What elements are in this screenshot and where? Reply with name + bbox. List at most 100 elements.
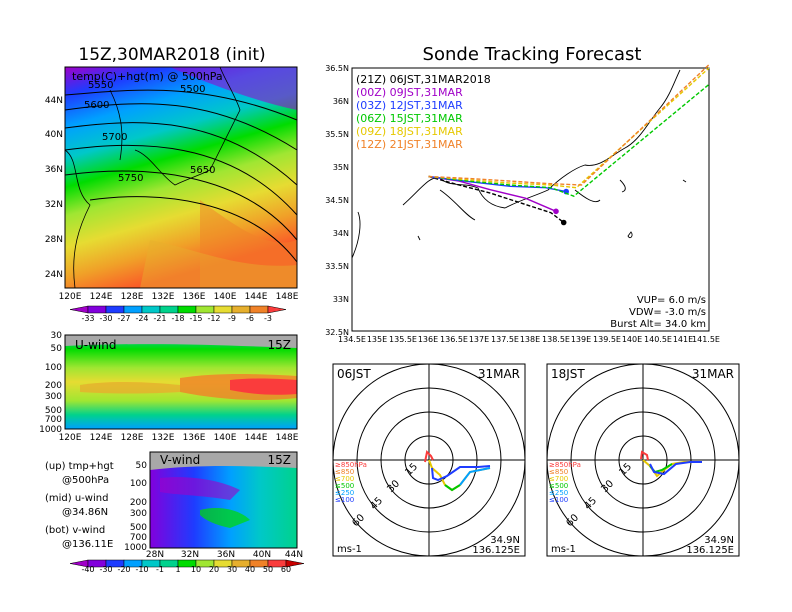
landing-point	[563, 188, 569, 195]
contour-label: 5600	[84, 100, 109, 111]
colorbar-label: 30	[227, 565, 237, 574]
lon-tick-label: 132E	[152, 433, 175, 443]
lat-tick-label: 32N	[45, 200, 63, 210]
hodo-date: 31MAR	[692, 367, 734, 381]
lat-tick-label: 40N	[45, 130, 63, 140]
level-legend: ≥850hPa ≤850 ≤700 ≤500 ≤250 ≤100	[335, 461, 367, 504]
vwind-p-ticks: 50 100 200 300 500 700 1000	[124, 461, 147, 553]
colorbar-swatch	[105, 305, 125, 314]
level-legend: ≥850hPa ≤850 ≤700 ≤500 ≤250 ≤100	[549, 461, 581, 504]
colorbar-swatch	[87, 305, 107, 314]
p-tick-label: 1000	[39, 425, 62, 435]
track-legend-item: (03Z) 12JST,31MAR	[356, 99, 463, 112]
hodo-time: 06JST	[337, 367, 371, 381]
colorbar-label: -20	[117, 565, 130, 574]
trajectory-line	[428, 67, 710, 189]
colorbar-label: -18	[171, 314, 184, 323]
lat-tick-label: 34N	[333, 229, 349, 238]
level-label: ≤850	[335, 468, 354, 476]
colorbar-swatch	[141, 305, 161, 314]
colorbar-label: 50	[263, 565, 273, 574]
p-tick-label: 700	[130, 533, 147, 543]
lon-tick-label: 124E	[90, 433, 113, 443]
colorbar-swatch	[285, 559, 305, 568]
lon-tick-label: 148E	[276, 433, 299, 443]
legend-up: (up) tmp+hgt	[45, 461, 114, 472]
level-label: ≤250	[335, 489, 354, 497]
vup-text: VUP= 6.0 m/s	[637, 295, 706, 306]
lat-tick-label: 40N	[253, 550, 271, 560]
legend-up2: @500hPa	[62, 475, 109, 486]
colorbar-label: -30	[99, 565, 112, 574]
hodo-date: 31MAR	[478, 367, 520, 381]
level-label: ≤100	[335, 496, 354, 504]
p-tick-label: 30	[51, 331, 63, 341]
p-tick-label: 200	[130, 498, 147, 508]
temp-colorbar-labels: -33 -30 -27 -24 -21 -18 -15 -12 -9 -6 -3	[81, 314, 272, 323]
uwind-panel: U-wind 15Z 30 50 100 200 300 500 700 100…	[39, 331, 299, 443]
vdw-text: VDW= -3.0 m/s	[629, 307, 706, 318]
lat-tick-label: 44N	[45, 96, 63, 106]
p-tick-label: 50	[136, 461, 148, 471]
lat-tick-label: 44N	[285, 550, 303, 560]
vwind-colorbar-labels: -40 -30 -20 -10 -1 1 10 20 30 40 50 60	[81, 565, 291, 574]
trajectory-line	[428, 64, 710, 186]
hodo-lon: 136.125E	[686, 545, 734, 556]
track-legend-item: (06Z) 15JST,31MAR	[356, 112, 463, 125]
burst-params: VUP= 6.0 m/s VDW= -3.0 m/s Burst Alt= 34…	[610, 295, 706, 330]
uwind-label: U-wind	[75, 338, 116, 352]
hodo-unit: ms-1	[337, 544, 362, 555]
lon-tick-label: 136.5E	[440, 335, 468, 344]
hodo-trace	[444, 484, 461, 492]
lat-tick-label: 36N	[333, 97, 349, 106]
vwind-panel: V-wind 15Z 50 100 200 300 500 700 1000 2…	[124, 451, 303, 560]
colorbar-label: 60	[281, 565, 291, 574]
track-legend-item: (09Z) 18JST,31MAR	[356, 125, 463, 138]
colorbar-label: -6	[246, 314, 254, 323]
hodo-time: 18JST	[551, 367, 585, 381]
lon-tick-label: 137E	[469, 335, 489, 344]
hodo-trace	[459, 467, 491, 486]
level-label: ≥850hPa	[335, 461, 367, 469]
hodo-trace	[431, 465, 491, 482]
colorbar-label: -1	[156, 565, 164, 574]
lon-tick-label: 140E	[622, 335, 642, 344]
p-tick-label: 1000	[124, 543, 147, 553]
lon-tick-label: 139E	[571, 335, 591, 344]
legend-mid: (mid) u-wind	[45, 493, 108, 504]
hodo-trace	[649, 461, 702, 476]
lat-tick-label: 34.5N	[325, 196, 349, 205]
contour-label: 5700	[102, 132, 127, 143]
lon-tick-label: 132E	[152, 292, 175, 302]
lat-tick-label: 36N	[217, 550, 235, 560]
level-label: ≤850	[549, 468, 568, 476]
lon-tick-label: 135E	[367, 335, 387, 344]
left-title: 15Z,30MAR2018 (init)	[78, 45, 265, 65]
contour-label: 5550	[88, 80, 113, 91]
legend-bot: (bot) v-wind	[45, 525, 105, 536]
colorbar-swatch	[123, 305, 143, 314]
lat-tick-label: 33N	[333, 295, 349, 304]
level-label: ≤500	[549, 482, 568, 490]
lon-tick-label: 135.5E	[389, 335, 417, 344]
contour-label: 5750	[118, 173, 143, 184]
colorbar-label: -10	[135, 565, 148, 574]
contour-label: 5500	[180, 84, 205, 95]
lon-tick-label: 144E	[245, 292, 268, 302]
burst-text: Burst Alt= 34.0 km	[610, 319, 706, 330]
lon-tick-label: 148E	[276, 292, 299, 302]
p-tick-label: 100	[130, 479, 147, 489]
colorbar-label: -12	[207, 314, 220, 323]
colorbar-label: -24	[135, 314, 148, 323]
colorbar-label: -15	[189, 314, 202, 323]
trajectory-line	[428, 83, 710, 197]
p-tick-label: 500	[45, 406, 62, 416]
hodograph-right: 18JST 31MAR 15 30 45 60 ≥850hPa ≤850 ≤70…	[546, 363, 740, 557]
temp-colorbar	[69, 305, 287, 314]
lon-tick-label: 124E	[90, 292, 113, 302]
p-tick-label: 500	[130, 523, 147, 533]
level-label: ≤700	[335, 475, 354, 483]
legend-bot2: @136.11E	[62, 539, 113, 550]
lon-tick-label: 136E	[418, 335, 438, 344]
level-label: ≥850hPa	[549, 461, 581, 469]
